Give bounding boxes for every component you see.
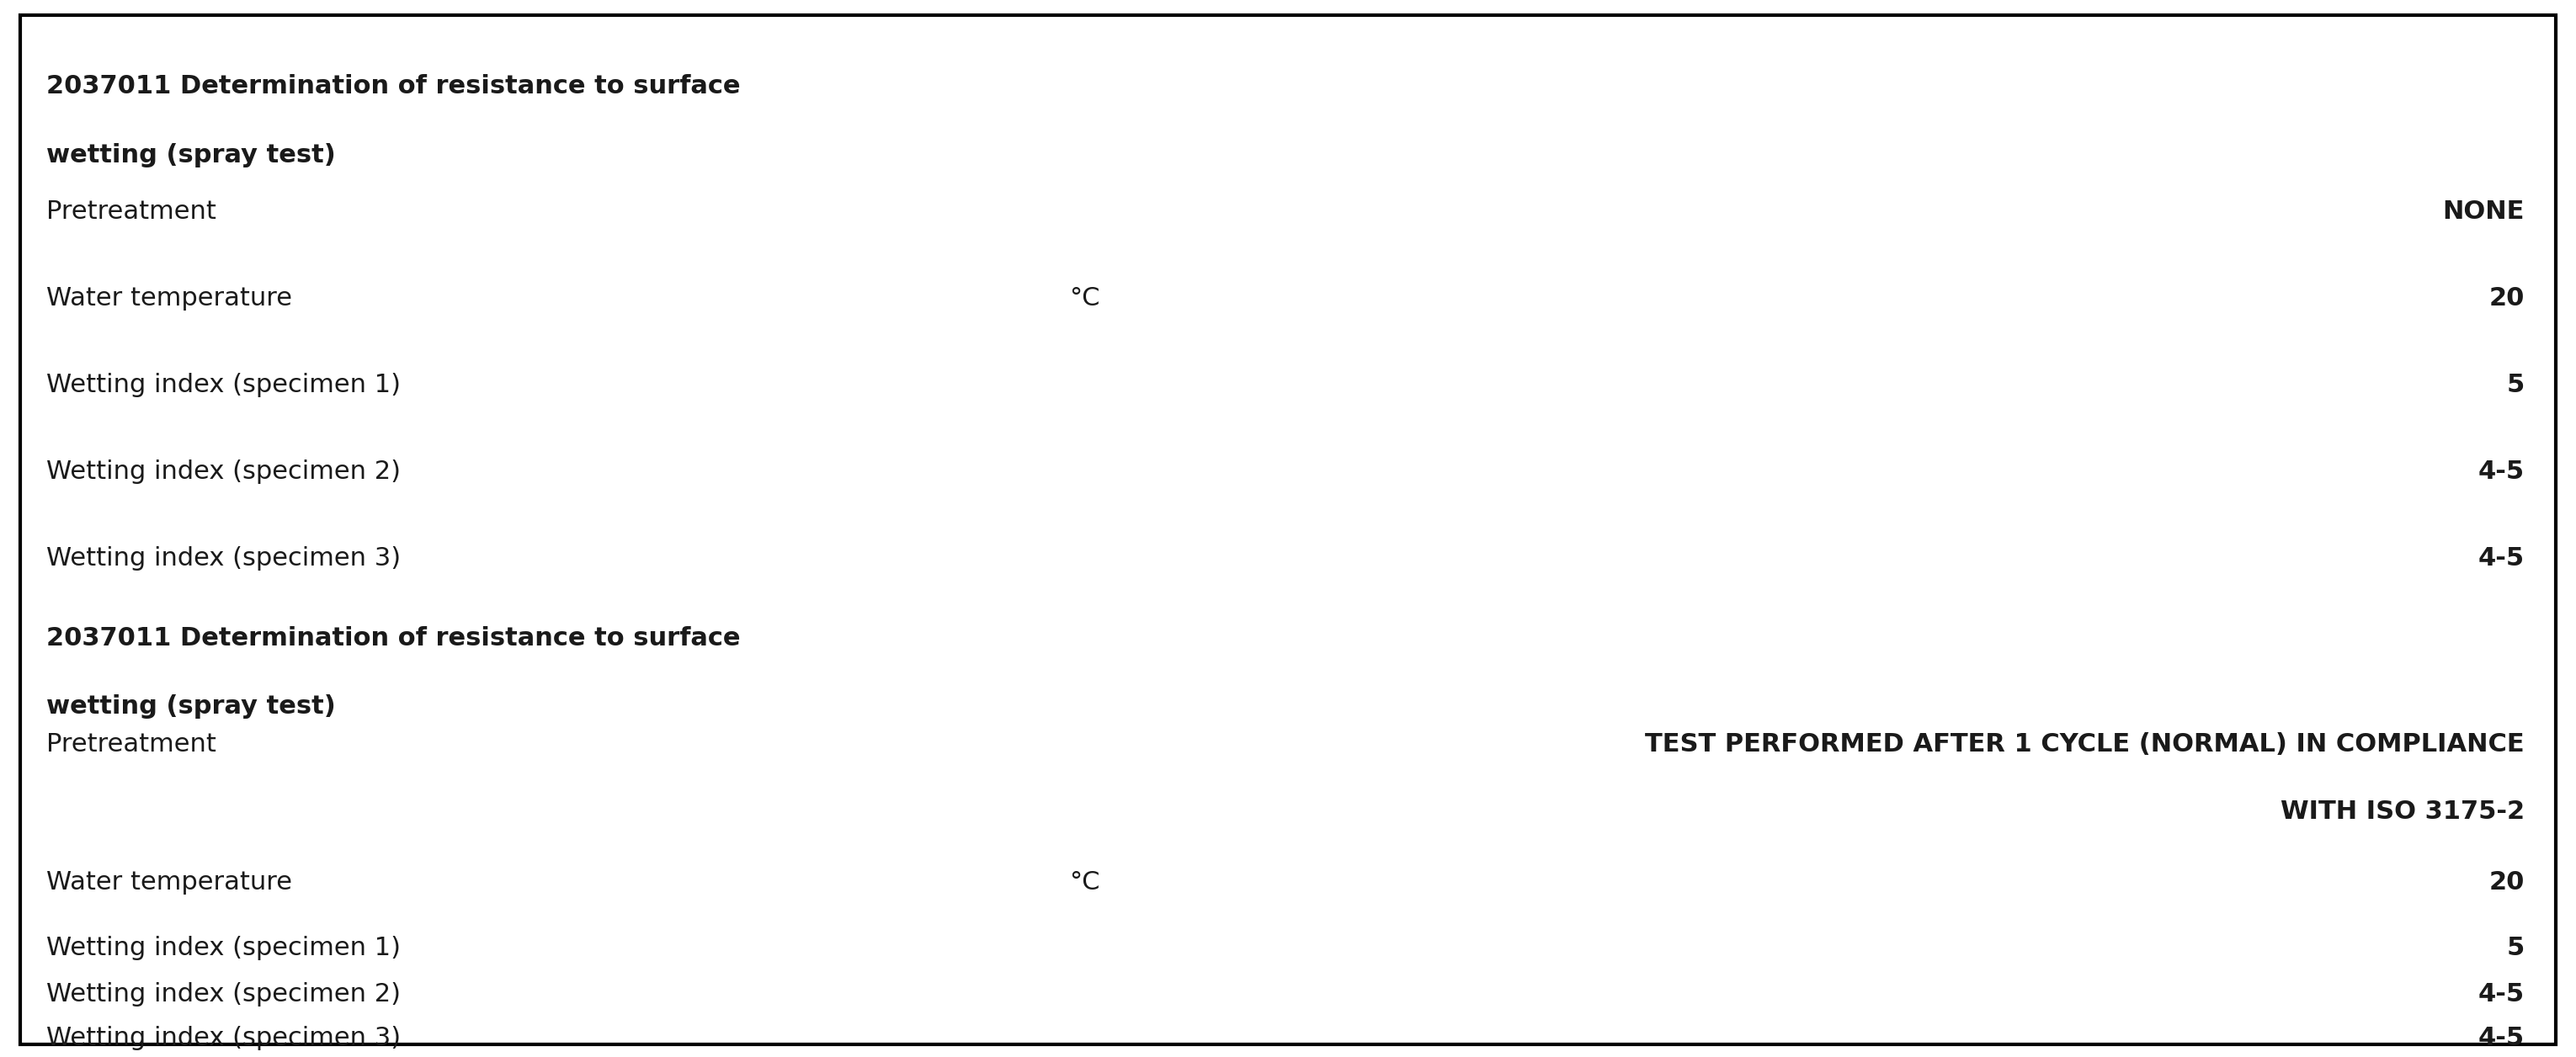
Text: Wetting index (specimen 3): Wetting index (specimen 3) xyxy=(46,545,402,571)
Text: Pretreatment: Pretreatment xyxy=(46,731,216,757)
Text: NONE: NONE xyxy=(2442,199,2524,224)
Text: °C: °C xyxy=(1069,870,1100,895)
Text: °C: °C xyxy=(1069,285,1100,311)
Text: Wetting index (specimen 1): Wetting index (specimen 1) xyxy=(46,935,402,961)
Text: 2037011 Determination of resistance to surface: 2037011 Determination of resistance to s… xyxy=(46,626,739,650)
Text: 4-5: 4-5 xyxy=(2478,982,2524,1007)
Text: Wetting index (specimen 2): Wetting index (specimen 2) xyxy=(46,982,402,1007)
Text: 20: 20 xyxy=(2488,870,2524,895)
Text: 2037011 Determination of resistance to surface: 2037011 Determination of resistance to s… xyxy=(46,74,739,98)
Text: 20: 20 xyxy=(2488,285,2524,311)
Text: Wetting index (specimen 1): Wetting index (specimen 1) xyxy=(46,372,402,397)
Text: wetting (spray test): wetting (spray test) xyxy=(46,143,335,167)
Text: wetting (spray test): wetting (spray test) xyxy=(46,694,335,719)
Text: 4-5: 4-5 xyxy=(2478,1025,2524,1051)
Text: Pretreatment: Pretreatment xyxy=(46,199,216,224)
Text: Wetting index (specimen 3): Wetting index (specimen 3) xyxy=(46,1025,402,1051)
Text: TEST PERFORMED AFTER 1 CYCLE (NORMAL) IN COMPLIANCE: TEST PERFORMED AFTER 1 CYCLE (NORMAL) IN… xyxy=(1646,731,2524,757)
Text: WITH ISO 3175-2: WITH ISO 3175-2 xyxy=(2280,799,2524,824)
Text: Wetting index (specimen 2): Wetting index (specimen 2) xyxy=(46,459,402,484)
Text: 4-5: 4-5 xyxy=(2478,459,2524,484)
Text: Water temperature: Water temperature xyxy=(46,870,291,895)
Text: Water temperature: Water temperature xyxy=(46,285,291,311)
Text: 4-5: 4-5 xyxy=(2478,545,2524,571)
Text: 5: 5 xyxy=(2506,372,2524,397)
Text: 5: 5 xyxy=(2506,935,2524,961)
